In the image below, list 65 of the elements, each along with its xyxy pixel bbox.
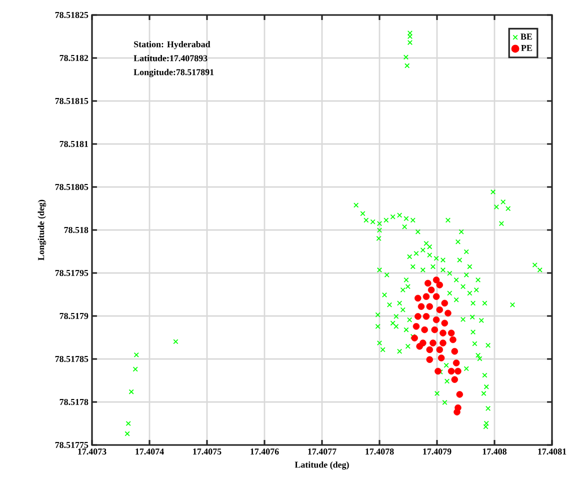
legend-label: PE <box>521 45 532 51</box>
point <box>440 330 446 336</box>
y-tick-label: 78.51785 <box>55 356 88 362</box>
y-axis-title: Longitude (deg) <box>38 200 46 260</box>
y-tick-label: 78.51795 <box>55 270 88 276</box>
x-tick-label: 17.4074 <box>136 448 164 455</box>
y-tick-label: 78.5181 <box>60 140 88 148</box>
point <box>422 313 430 320</box>
point <box>422 293 430 300</box>
legend-label: BE <box>520 34 532 40</box>
point <box>416 342 423 350</box>
y-tick-label: 78.518 <box>64 226 88 234</box>
point <box>451 348 458 355</box>
point <box>451 376 458 383</box>
point <box>432 316 440 324</box>
annotation: Longitude:78.517891 <box>134 68 214 78</box>
point <box>426 346 434 354</box>
point <box>414 294 422 302</box>
point <box>434 368 442 375</box>
x-tick-label: 17.4075 <box>193 448 222 455</box>
point <box>440 340 446 346</box>
point <box>456 391 464 398</box>
y-tick-label: 78.51775 <box>55 442 88 448</box>
point <box>432 276 440 284</box>
annotation: Station: Hyderabad <box>134 40 210 50</box>
x-tick-label: 17.408 <box>482 448 507 455</box>
point <box>412 323 420 330</box>
point <box>444 310 452 317</box>
point <box>448 330 455 336</box>
x-tick-label: 17.4076 <box>250 448 279 455</box>
point <box>428 286 435 294</box>
point <box>424 280 432 287</box>
point <box>418 303 425 310</box>
point <box>441 320 448 327</box>
point <box>414 313 422 320</box>
point <box>411 334 418 342</box>
x-tick-label: 17.4081 <box>538 448 566 455</box>
x-tick-label: 17.4073 <box>78 448 106 455</box>
point <box>436 346 444 354</box>
point <box>454 408 460 416</box>
x-tick-label: 17.4077 <box>308 448 336 455</box>
y-tick-label: 78.5178 <box>60 398 88 406</box>
point <box>426 356 434 363</box>
y-tick-label: 78.5179 <box>60 312 88 320</box>
y-tick-label: 78.51815 <box>55 98 88 104</box>
x-tick-label: 17.4078 <box>366 448 394 455</box>
point <box>454 368 462 375</box>
annotation: Latitude:17.407893 <box>134 54 208 62</box>
y-tick-label: 78.5182 <box>60 54 88 62</box>
point <box>450 336 456 344</box>
x-axis-title: Latitude (deg) <box>294 461 349 470</box>
point <box>432 293 440 300</box>
point <box>421 326 428 334</box>
point <box>452 360 460 366</box>
point <box>436 282 444 288</box>
point <box>438 354 445 362</box>
point <box>431 326 438 334</box>
point <box>448 368 455 375</box>
point <box>441 300 448 307</box>
point <box>436 306 444 314</box>
point <box>426 303 434 310</box>
x-tick-label: 17.4079 <box>423 448 452 455</box>
point <box>430 340 436 346</box>
y-tick-label: 78.51825 <box>55 12 88 18</box>
y-tick-label: 78.51805 <box>55 184 88 190</box>
